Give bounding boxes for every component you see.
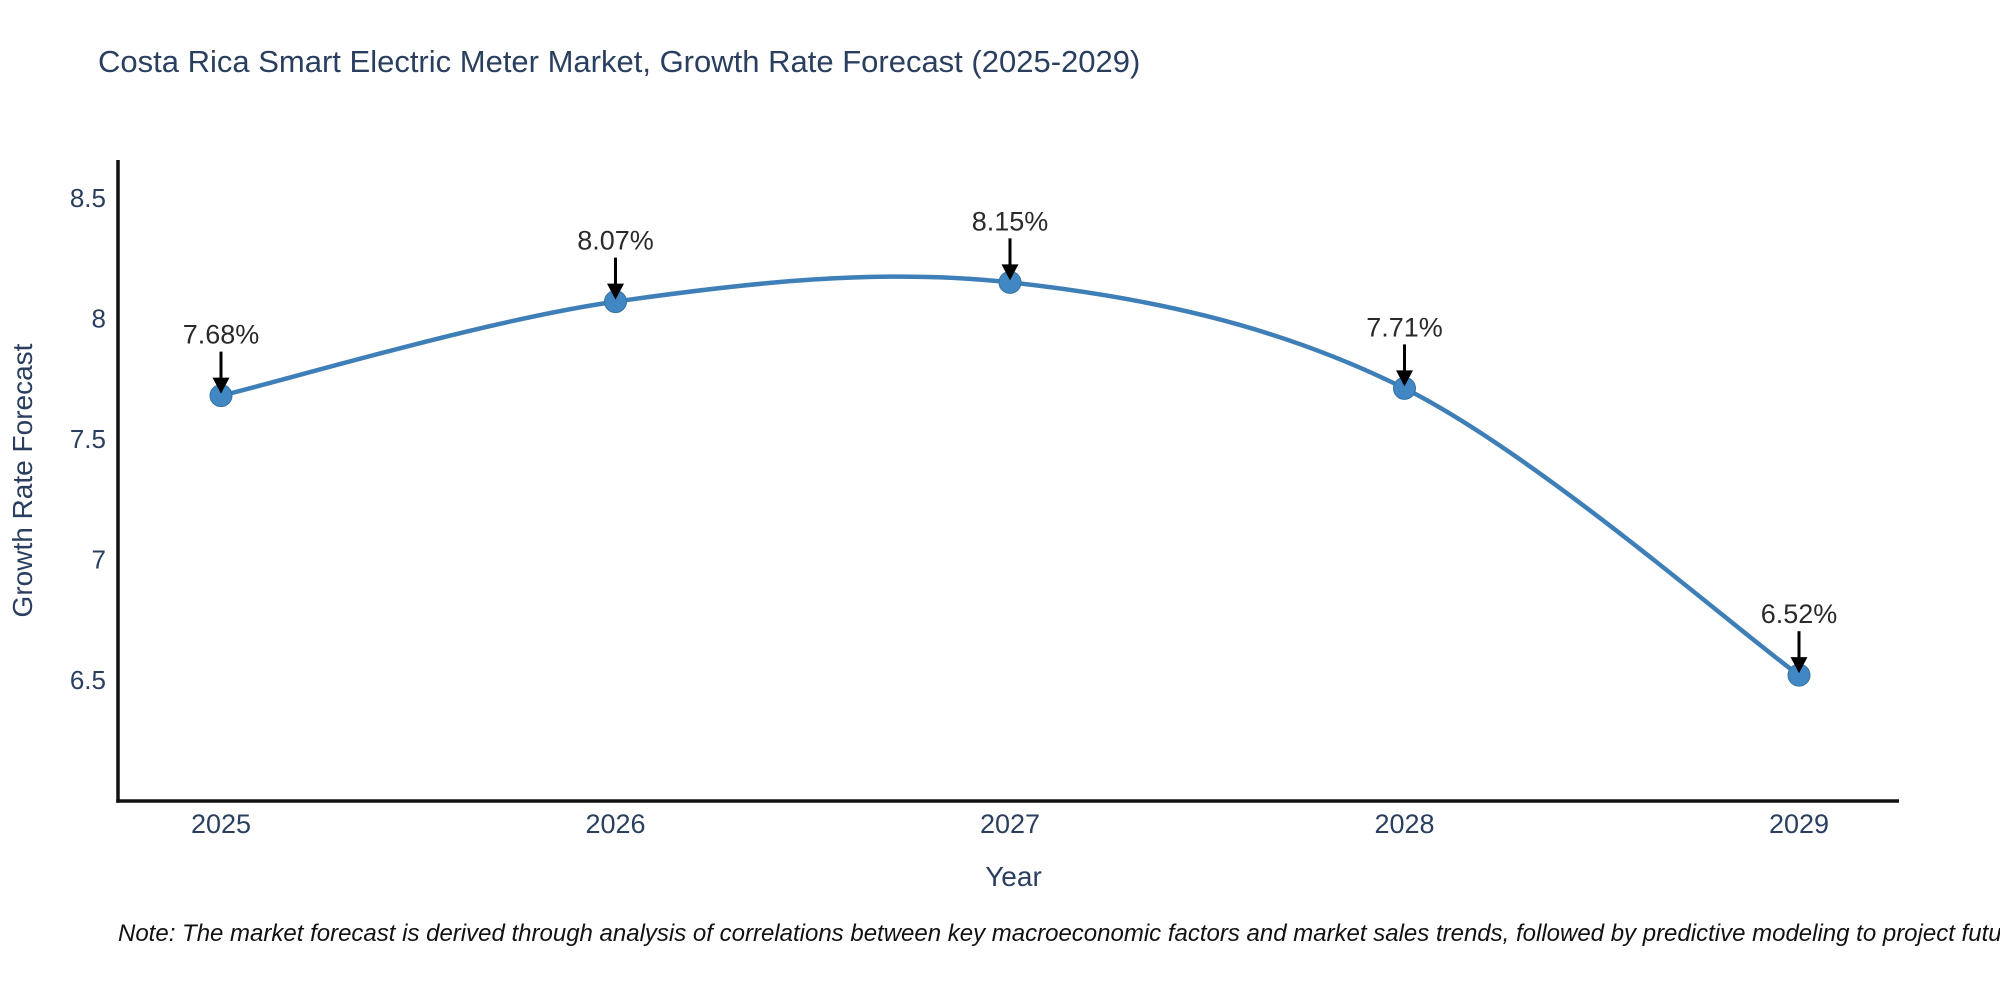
y-tick-label: 6.5	[70, 665, 106, 695]
y-axis-title: Growth Rate Forecast	[7, 343, 38, 617]
data-point-label: 6.52%	[1761, 599, 1838, 629]
data-point-label: 8.07%	[577, 226, 654, 256]
annotation-arrowhead-icon	[607, 283, 624, 300]
annotation-arrowhead-icon	[1001, 264, 1019, 281]
annotation-arrowhead-icon	[212, 377, 230, 394]
x-tick-label: 2026	[585, 809, 645, 839]
annotation-arrowhead-icon	[1396, 370, 1413, 387]
footnote: Note: The market forecast is derived thr…	[118, 920, 2000, 947]
data-point-label: 8.15%	[972, 206, 1049, 236]
annotation-arrowhead-icon	[1790, 657, 1808, 674]
x-tick-label: 2027	[980, 809, 1040, 839]
data-point-label: 7.71%	[1366, 312, 1443, 342]
line-series	[218, 274, 1802, 678]
data-point-label: 7.68%	[183, 320, 260, 350]
y-tick-label: 8.5	[70, 183, 106, 213]
y-tick-label: 7.5	[70, 424, 106, 454]
y-tick-label: 7	[92, 545, 106, 575]
chart-title: Costa Rica Smart Electric Meter Market, …	[98, 44, 1141, 79]
x-tick-label: 2025	[191, 809, 251, 839]
y-tick-label: 8	[92, 304, 106, 334]
x-tick-label: 2028	[1374, 809, 1434, 839]
x-tick-label: 2029	[1769, 809, 1829, 839]
x-axis-title: Year	[985, 861, 1042, 892]
